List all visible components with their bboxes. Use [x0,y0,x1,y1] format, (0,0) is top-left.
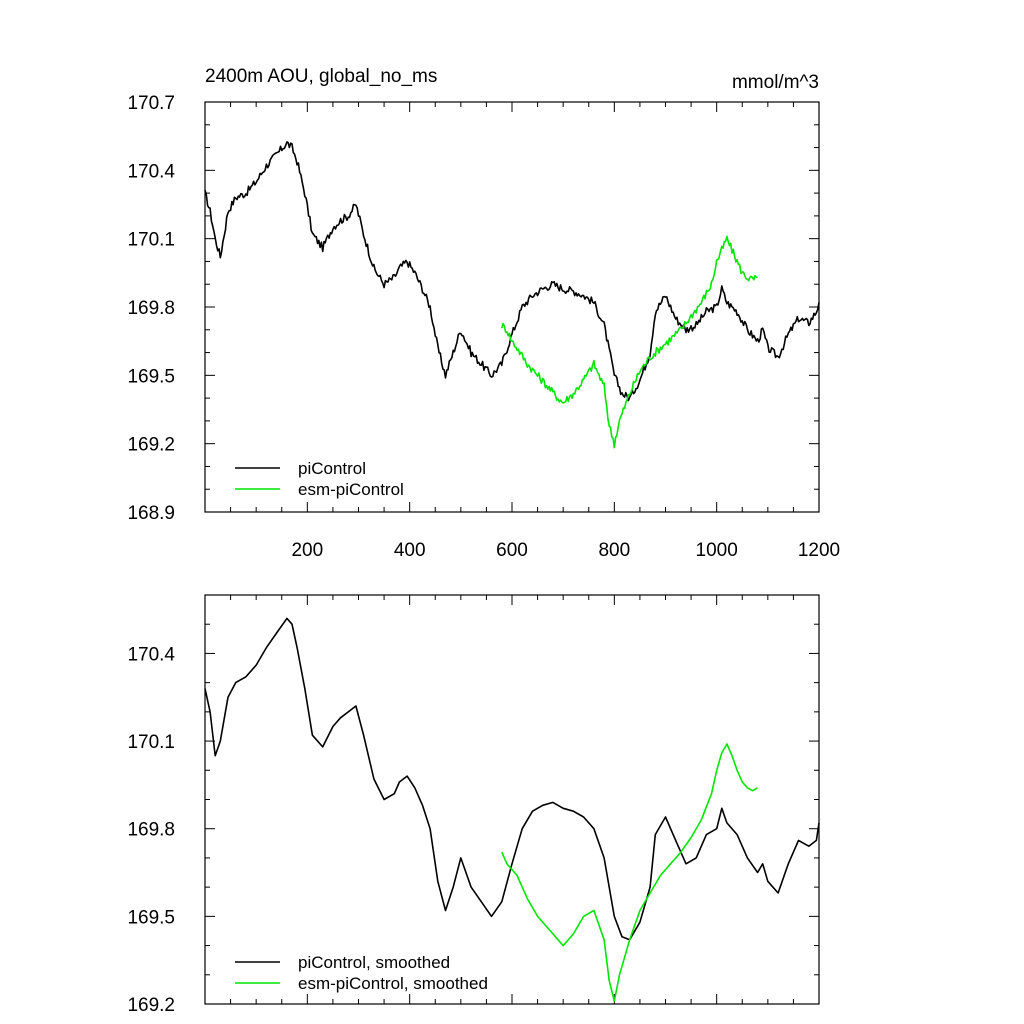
top-legend: piControl esm-piControl [235,459,404,499]
y-tick-label: 170.1 [127,230,175,251]
top-series [204,141,820,449]
x-tick-label: 1000 [696,540,738,561]
y-tick-label: 170.4 [127,644,175,665]
y-tick-label: 168.9 [127,503,175,524]
legend-label-picontrol-smoothed: piControl, smoothed [298,953,450,972]
y-tick-label: 170.4 [127,161,175,182]
y-tick-label: 169.5 [127,366,175,387]
y-tick-label: 169.8 [127,820,175,841]
y-tick-label: 170.1 [127,732,175,753]
y-tick-label: 170.7 [127,93,175,114]
series-line-esm-picontrol [501,235,758,449]
top-panel: 2400m AOU, global_no_ms mmol/m^3 200 400 6… [127,66,840,561]
legend-label-esm-picontrol: esm-piControl [298,480,404,499]
bottom-series [204,617,820,1002]
y-tick-label: 169.2 [127,995,175,1016]
x-tick-label: 1200 [798,540,840,561]
top-ticks: 200 400 600 800 1000 1200 168.9 169.2 169.5 169.8… [127,93,840,561]
y-tick-label: 169.5 [127,907,175,928]
series-line-picontrol [204,141,820,402]
bottom-plot-frame [204,594,820,1005]
series-line-picontrol-smoothed [204,617,820,941]
legend-label-esm-picontrol-smoothed: esm-piControl, smoothed [298,974,488,993]
top-title-units: mmol/m^3 [732,72,819,93]
y-tick-label: 169.2 [127,435,175,456]
x-tick-label: 200 [291,540,323,561]
y-tick-label: 169.8 [127,298,175,319]
x-tick-label: 400 [394,540,426,561]
top-title-left: 2400m AOU, global_no_ms [205,66,437,87]
bottom-ticks: 169.2 169.5 169.8 170.1 170.4 [127,594,820,1016]
legend-label-picontrol: piControl [298,459,366,478]
series-line-esm-picontrol-smoothed [501,743,758,1002]
x-tick-label: 800 [598,540,630,561]
bottom-panel: 169.2 169.5 169.8 170.1 170.4 piControl, smo… [127,594,820,1016]
bottom-legend: piControl, smoothed esm-piControl, smoot… [235,953,488,993]
x-tick-label: 600 [496,540,528,561]
